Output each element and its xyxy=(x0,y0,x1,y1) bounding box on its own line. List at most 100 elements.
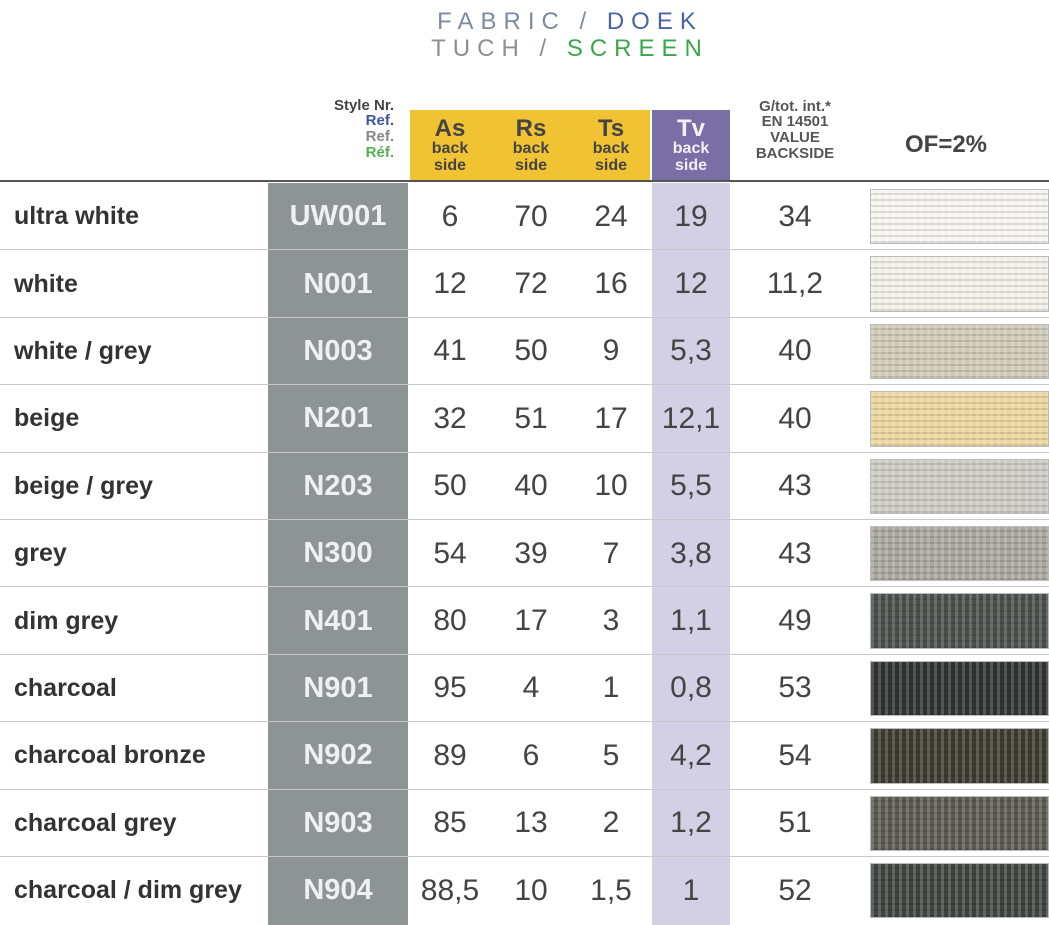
fabric-name: beige / grey xyxy=(0,453,268,520)
style-code: N001 xyxy=(268,250,408,317)
metric-value: 19 xyxy=(652,183,730,250)
metric-sub: back xyxy=(593,141,629,158)
fabric-swatch xyxy=(870,863,1049,918)
fabric-name: dim grey xyxy=(0,587,268,654)
metric-value: 1,1 xyxy=(652,587,730,654)
fabric-name: grey xyxy=(0,520,268,587)
metric-sub: side xyxy=(515,158,547,175)
metric-value: 12 xyxy=(652,250,730,317)
g-value: 43 xyxy=(732,453,858,520)
metric-value: 7 xyxy=(572,520,650,587)
metric-label: Ts xyxy=(598,116,624,141)
metric-value: 72 xyxy=(492,250,570,317)
metric-value: 51 xyxy=(492,385,570,452)
metric-value: 95 xyxy=(410,655,490,722)
style-code: N904 xyxy=(268,857,408,924)
metric-value: 24 xyxy=(572,183,650,250)
fabric-swatch xyxy=(870,459,1049,514)
fabric-line: FABRIC / DOEK xyxy=(410,8,730,35)
g-line: VALUE xyxy=(770,130,820,146)
style-code: N903 xyxy=(268,790,408,857)
metric-sub: back xyxy=(432,141,468,158)
fabric-swatch xyxy=(870,391,1049,446)
fabric-swatch xyxy=(870,593,1049,648)
metric-value: 5 xyxy=(572,722,650,789)
fabric-name: charcoal / dim grey xyxy=(0,857,268,924)
metric-value: 39 xyxy=(492,520,570,587)
of-header: OF=2% xyxy=(866,110,1026,180)
metric-value: 16 xyxy=(572,250,650,317)
g-header: G/tot. int.* EN 14501 VALUE BACKSIDE xyxy=(732,82,858,178)
style-nr: Style Nr. xyxy=(334,98,394,114)
metric-value: 41 xyxy=(410,318,490,385)
fabric-swatch xyxy=(870,324,1049,379)
fabric-swatch xyxy=(870,526,1049,581)
metric-value: 80 xyxy=(410,587,490,654)
metric-sub: side xyxy=(434,158,466,175)
style-code: N901 xyxy=(268,655,408,722)
metric-value: 6 xyxy=(492,722,570,789)
g-value: 34 xyxy=(732,183,858,250)
fabric-swatch xyxy=(870,189,1049,244)
style-code: N300 xyxy=(268,520,408,587)
fabric-name: charcoal xyxy=(0,655,268,722)
metric-value: 5,5 xyxy=(652,453,730,520)
metric-sub: side xyxy=(595,158,627,175)
style-code: UW001 xyxy=(268,183,408,250)
metric-value: 1 xyxy=(572,655,650,722)
fabric-name: charcoal grey xyxy=(0,790,268,857)
metric-value: 1,5 xyxy=(572,857,650,924)
fabric-name: white xyxy=(0,250,268,317)
g-value: 40 xyxy=(732,318,858,385)
style-code: N203 xyxy=(268,453,408,520)
metric-sub: back xyxy=(513,141,549,158)
g-value: 40 xyxy=(732,385,858,452)
metric-value: 0,8 xyxy=(652,655,730,722)
metric-value: 1,2 xyxy=(652,790,730,857)
fabric-name: white / grey xyxy=(0,318,268,385)
style-code: N201 xyxy=(268,385,408,452)
heading-slash: / xyxy=(539,35,553,62)
tuch-line: TUCH / SCREEN xyxy=(410,35,730,62)
g-value: 43 xyxy=(732,520,858,587)
metric-value: 70 xyxy=(492,183,570,250)
g-value: 53 xyxy=(732,655,858,722)
heading-word: FABRIC xyxy=(437,8,566,35)
metric-value: 88,5 xyxy=(410,857,490,924)
fabric-name: ultra white xyxy=(0,183,268,250)
metric-value: 40 xyxy=(492,453,570,520)
metric-sub: side xyxy=(675,158,707,175)
ref: Ref. xyxy=(366,113,394,129)
g-value: 51 xyxy=(732,790,858,857)
metric-value: 4,2 xyxy=(652,722,730,789)
page: FABRIC / DOEK TUCH / SCREEN Style Nr. Re… xyxy=(0,0,1049,925)
fabric-swatch xyxy=(870,661,1049,716)
metric-value: 3,8 xyxy=(652,520,730,587)
metric-value: 17 xyxy=(572,385,650,452)
style-header: Style Nr. Ref. Ref. Réf. xyxy=(268,80,408,178)
fabric-swatch xyxy=(870,256,1049,311)
fabric-name: charcoal bronze xyxy=(0,722,268,789)
fabric-name: beige xyxy=(0,385,268,452)
heading-word: TUCH xyxy=(431,35,526,62)
fabric-swatch xyxy=(870,728,1049,783)
metric-label: As xyxy=(435,116,466,141)
fabric-swatch xyxy=(870,796,1049,851)
metric-value: 32 xyxy=(410,385,490,452)
heading-word: SCREEN xyxy=(567,35,709,62)
ref: Réf. xyxy=(366,145,394,161)
g-line: G/tot. int.* xyxy=(759,99,831,115)
style-code: N003 xyxy=(268,318,408,385)
g-value: 11,2 xyxy=(732,250,858,317)
metric-value: 10 xyxy=(492,857,570,924)
metric-value: 13 xyxy=(492,790,570,857)
metric-value: 5,3 xyxy=(652,318,730,385)
g-value: 49 xyxy=(732,587,858,654)
metric-value: 50 xyxy=(410,453,490,520)
metric-header: Tvbackside xyxy=(652,110,730,180)
metric-value: 85 xyxy=(410,790,490,857)
heading-word: DOEK xyxy=(607,8,703,35)
g-line: BACKSIDE xyxy=(756,146,834,162)
